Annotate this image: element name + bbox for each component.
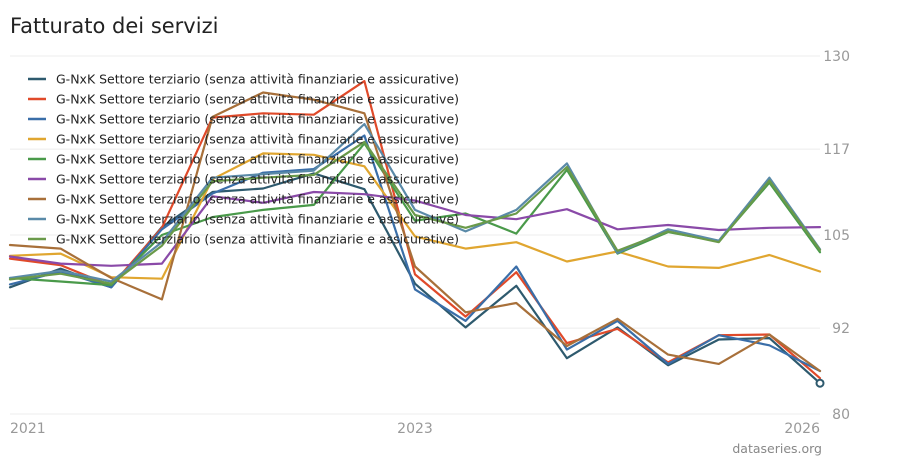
legend-item-3[interactable]: G-NxK Settore terziario (senza attività …	[28, 112, 459, 127]
series-line-3	[8, 134, 822, 373]
legend-label: G-NxK Settore terziario (senza attività …	[56, 192, 459, 207]
legend-item-1[interactable]: G-NxK Settore terziario (senza attività …	[28, 72, 459, 87]
x-tick-label: 2026	[784, 421, 820, 437]
legend-label: G-NxK Settore terziario (senza attività …	[56, 232, 459, 247]
chart-title: Fatturato dei servizi	[10, 14, 219, 38]
legend-label: G-NxK Settore terziario (senza attività …	[56, 92, 459, 107]
series-line-4	[8, 152, 822, 280]
legend: G-NxK Settore terziario (senza attività …	[28, 72, 459, 247]
legend-item-4[interactable]: G-NxK Settore terziario (senza attività …	[28, 132, 459, 147]
legend-item-5[interactable]: G-NxK Settore terziario (senza attività …	[28, 152, 459, 167]
series-line-9	[8, 140, 822, 285]
legend-item-2[interactable]: G-NxK Settore terziario (senza attività …	[28, 92, 459, 107]
x-tick-labels: 2021 2023 2026	[10, 421, 820, 437]
source-label: dataseries.org	[732, 441, 822, 456]
series-line-7	[8, 91, 822, 373]
series-lines	[8, 79, 825, 388]
x-tick-label: 2021	[10, 421, 46, 437]
legend-item-9[interactable]: G-NxK Settore terziario (senza attività …	[28, 232, 459, 247]
legend-label: G-NxK Settore terziario (senza attività …	[56, 172, 459, 187]
legend-label: G-NxK Settore terziario (senza attività …	[56, 72, 459, 87]
series-line-6	[8, 190, 822, 267]
legend-label: G-NxK Settore terziario (senza attività …	[56, 132, 459, 147]
series-line-8	[8, 122, 822, 283]
y-tick-labels: 80 92 105 117 130	[823, 49, 850, 423]
y-tick-label: 105	[823, 228, 850, 244]
y-tick-label: 130	[823, 49, 850, 65]
y-tick-label: 80	[832, 407, 850, 423]
y-tick-label: 92	[832, 321, 850, 337]
legend-label: G-NxK Settore terziario (senza attività …	[56, 112, 459, 127]
y-tick-label: 117	[823, 142, 850, 158]
legend-item-7[interactable]: G-NxK Settore terziario (senza attività …	[28, 192, 459, 207]
legend-label: G-NxK Settore terziario (senza attività …	[56, 212, 459, 227]
legend-item-8[interactable]: G-NxK Settore terziario (senza attività …	[28, 212, 459, 227]
legend-label: G-NxK Settore terziario (senza attività …	[56, 152, 459, 167]
series-end-marker	[815, 378, 825, 388]
legend-item-6[interactable]: G-NxK Settore terziario (senza attività …	[28, 172, 459, 187]
x-tick-label: 2023	[397, 421, 433, 437]
